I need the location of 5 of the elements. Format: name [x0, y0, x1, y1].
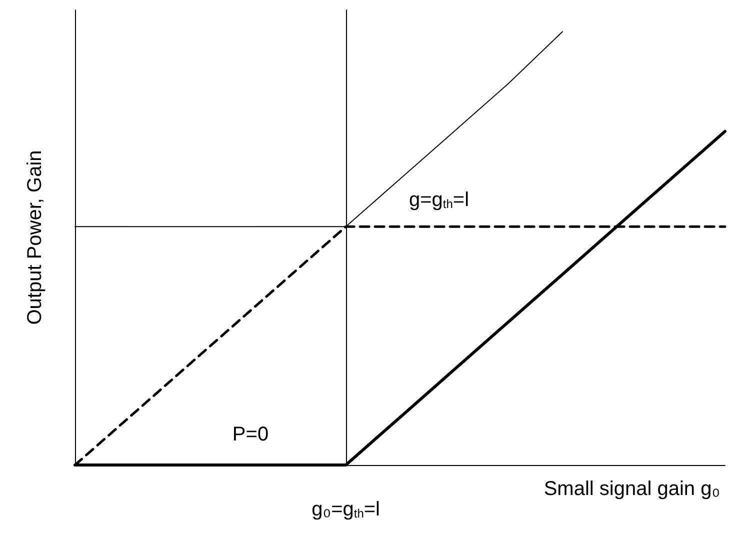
annotation: P=0 — [232, 424, 269, 446]
text: g₀=gth=l — [312, 498, 380, 521]
annotation: g=gth=l — [408, 189, 470, 212]
x-axis-title: Small signal gain g₀ — [544, 478, 720, 500]
y-axis-title: Output Power, Gain — [24, 150, 46, 325]
